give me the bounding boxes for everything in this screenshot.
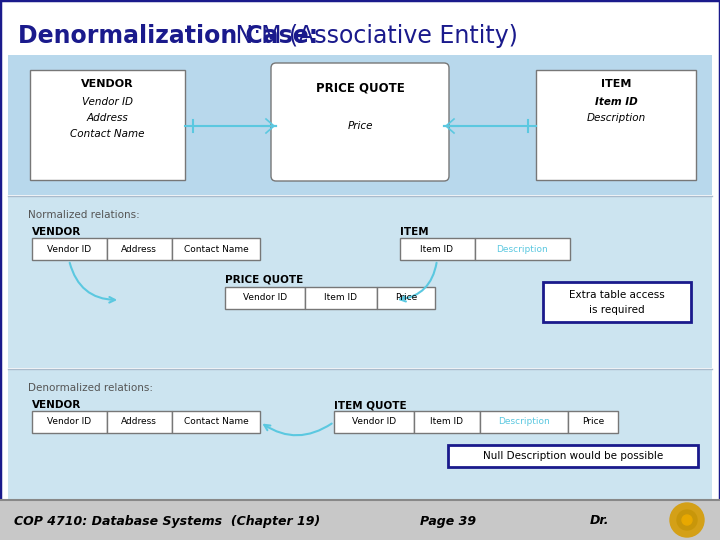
Text: Item ID: Item ID: [420, 245, 454, 253]
Text: Item ID: Item ID: [595, 97, 637, 107]
Text: Item ID: Item ID: [325, 294, 358, 302]
Text: Denormalized relations:: Denormalized relations:: [28, 383, 153, 393]
Text: is required: is required: [589, 305, 645, 315]
Text: Description: Description: [496, 245, 548, 253]
Bar: [8, 55, 712, 195]
Text: ITEM: ITEM: [400, 227, 428, 237]
Bar: [334, 411, 414, 433]
Text: Denormalization Case:: Denormalization Case:: [18, 24, 318, 48]
Bar: [107, 411, 172, 433]
Text: Null Description would be possible: Null Description would be possible: [483, 451, 663, 461]
Text: Normalized relations:: Normalized relations:: [28, 210, 140, 220]
Text: Vendor ID: Vendor ID: [243, 294, 287, 302]
Text: Address: Address: [121, 245, 157, 253]
Text: Item ID: Item ID: [431, 417, 464, 427]
Circle shape: [670, 503, 704, 537]
Bar: [377, 287, 435, 309]
Bar: [543, 282, 691, 322]
Text: VENDOR: VENDOR: [32, 400, 81, 410]
Text: Contact Name: Contact Name: [184, 245, 248, 253]
Bar: [8, 197, 712, 368]
Text: ITEM: ITEM: [600, 79, 631, 89]
Bar: [172, 238, 260, 260]
Bar: [568, 411, 618, 433]
Bar: [107, 238, 172, 260]
Text: Contact Name: Contact Name: [184, 417, 248, 427]
Text: Vendor ID: Vendor ID: [47, 245, 91, 253]
Text: Dr.: Dr.: [590, 515, 610, 528]
Text: Description: Description: [498, 417, 550, 427]
Bar: [414, 411, 480, 433]
Text: VENDOR: VENDOR: [81, 79, 134, 89]
Text: Page 39: Page 39: [420, 515, 476, 528]
Circle shape: [677, 510, 697, 530]
Bar: [305, 287, 377, 309]
Text: Vendor ID: Vendor ID: [47, 417, 91, 427]
Text: Address: Address: [86, 113, 128, 123]
Text: Vendor ID: Vendor ID: [82, 97, 133, 107]
Text: Price: Price: [347, 121, 373, 131]
Text: Address: Address: [121, 417, 157, 427]
Bar: [8, 370, 712, 500]
Text: ITEM QUOTE: ITEM QUOTE: [334, 400, 407, 410]
Bar: [536, 70, 696, 180]
Text: PRICE QUOTE: PRICE QUOTE: [225, 275, 303, 285]
FancyBboxPatch shape: [271, 63, 449, 181]
Text: Price: Price: [395, 294, 417, 302]
Bar: [475, 238, 570, 260]
Bar: [660, 500, 720, 540]
Text: Extra table access: Extra table access: [569, 290, 665, 300]
Bar: [32, 411, 107, 433]
Text: PRICE QUOTE: PRICE QUOTE: [315, 82, 405, 94]
Circle shape: [682, 515, 692, 525]
Bar: [225, 287, 305, 309]
Text: N:M (Associative Entity): N:M (Associative Entity): [228, 24, 518, 48]
Text: Contact Name: Contact Name: [71, 129, 145, 139]
Bar: [30, 70, 185, 180]
Text: Description: Description: [586, 113, 646, 123]
Text: Vendor ID: Vendor ID: [352, 417, 396, 427]
Text: COP 4710: Database Systems  (Chapter 19): COP 4710: Database Systems (Chapter 19): [14, 515, 320, 528]
Text: VENDOR: VENDOR: [32, 227, 81, 237]
Bar: [448, 445, 698, 467]
Bar: [172, 411, 260, 433]
Bar: [400, 238, 475, 260]
Bar: [480, 411, 568, 433]
Bar: [0, 500, 660, 540]
Text: Price: Price: [582, 417, 604, 427]
Bar: [32, 238, 107, 260]
